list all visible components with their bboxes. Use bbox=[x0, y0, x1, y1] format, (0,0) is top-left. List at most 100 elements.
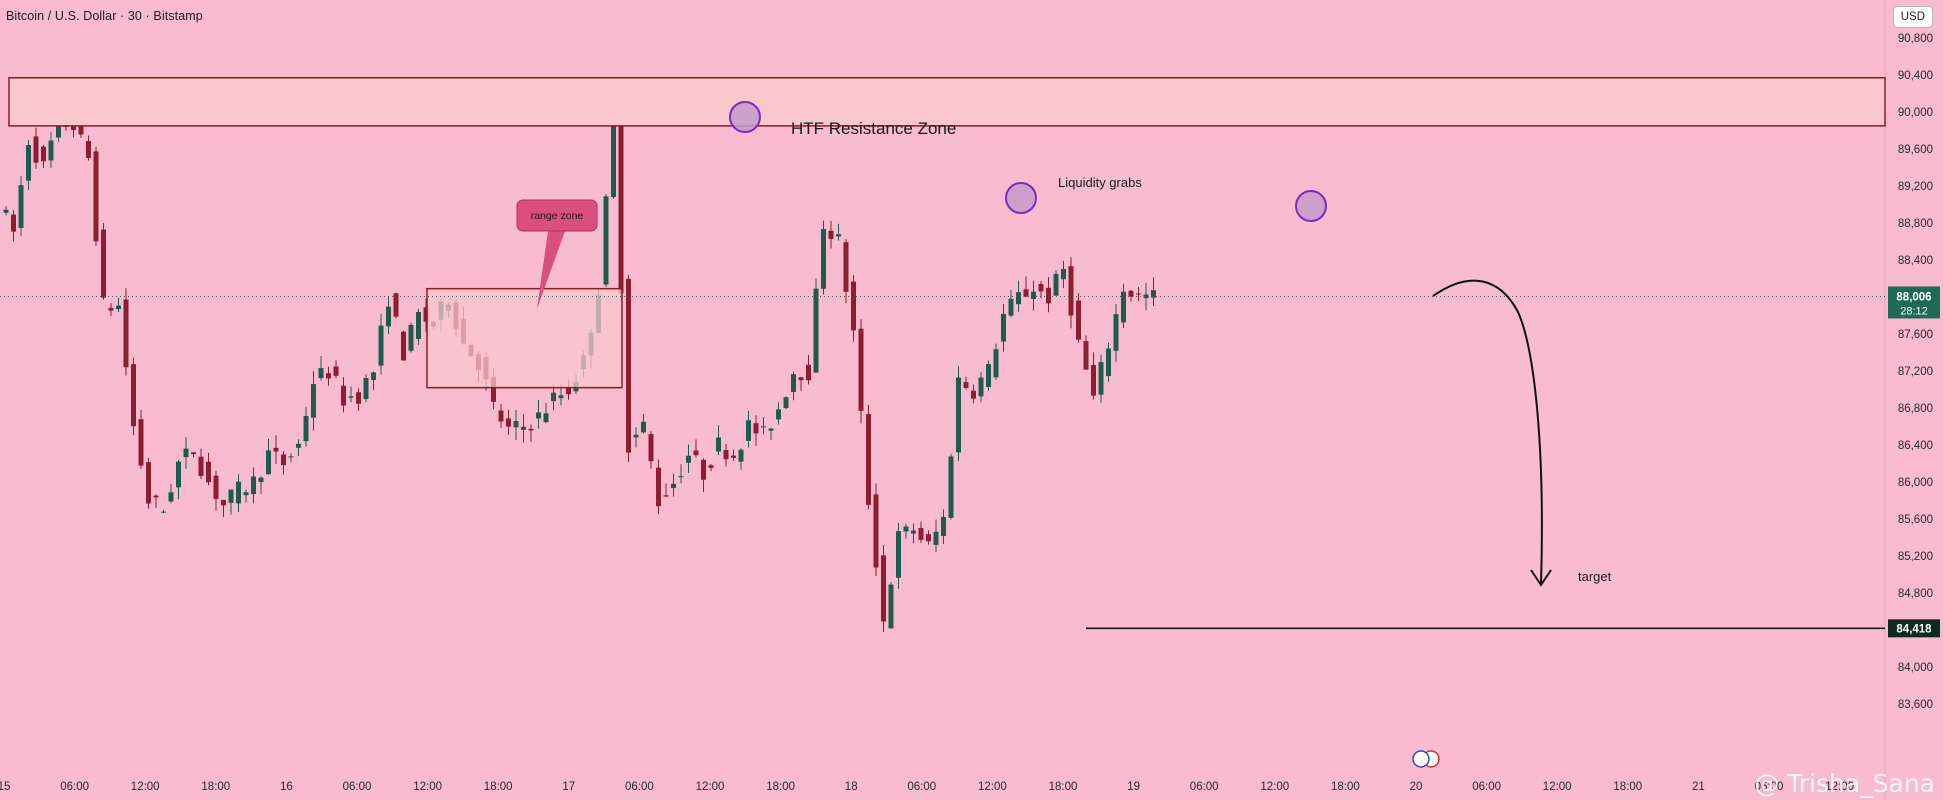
candle-body bbox=[903, 526, 909, 532]
candle-body bbox=[558, 395, 564, 399]
candle-body bbox=[971, 390, 976, 399]
candle-body bbox=[266, 450, 271, 475]
candle-body bbox=[48, 140, 54, 161]
y-tick-label: 88,800 bbox=[1898, 218, 1933, 230]
candle-body bbox=[78, 122, 84, 135]
candle-body bbox=[393, 293, 399, 317]
candle-body bbox=[821, 228, 826, 289]
liquidity-circle bbox=[1005, 182, 1037, 214]
y-tick-label: 85,200 bbox=[1898, 551, 1933, 563]
y-tick-label: 86,400 bbox=[1898, 440, 1933, 452]
x-tick-label: 17 bbox=[562, 781, 575, 793]
x-tick-label: 06:00 bbox=[625, 781, 654, 793]
candle-body bbox=[101, 229, 106, 298]
y-tick-label: 84,800 bbox=[1898, 588, 1933, 600]
candle-body bbox=[273, 447, 279, 452]
candle-body bbox=[86, 141, 91, 159]
candle-body bbox=[873, 494, 879, 568]
candle-body bbox=[521, 426, 526, 430]
resistance-zone bbox=[8, 77, 1886, 127]
candle-body bbox=[626, 278, 631, 453]
candle-body bbox=[303, 415, 309, 442]
candle-body bbox=[1076, 300, 1081, 340]
candle-body bbox=[318, 368, 324, 379]
candle-body bbox=[888, 584, 894, 629]
candle-body bbox=[513, 420, 519, 428]
candle-body bbox=[1008, 298, 1014, 316]
candle-body bbox=[183, 448, 189, 458]
x-tick-label: 06:00 bbox=[1755, 781, 1784, 793]
candle-body bbox=[768, 428, 774, 431]
candle-body bbox=[708, 465, 714, 468]
candle-body bbox=[41, 146, 46, 162]
candle-body bbox=[228, 489, 234, 503]
liquidity-grabs-label: Liquidity grabs bbox=[1058, 175, 1142, 190]
candle-body bbox=[858, 328, 864, 411]
candle-body bbox=[363, 378, 369, 400]
candle-body bbox=[836, 234, 841, 237]
candle-body bbox=[723, 450, 729, 460]
y-tick-label: 85,600 bbox=[1898, 514, 1933, 526]
candle-body bbox=[356, 392, 361, 404]
candle-body bbox=[753, 423, 759, 434]
candle-body bbox=[491, 377, 496, 402]
candle-body bbox=[746, 420, 751, 441]
y-tick-label: 86,000 bbox=[1898, 477, 1933, 489]
x-tick-label: 18:00 bbox=[1049, 781, 1078, 793]
candle-body bbox=[686, 455, 691, 463]
candle-body bbox=[543, 413, 549, 423]
candle-body bbox=[716, 437, 721, 452]
y-tick-label: 90,400 bbox=[1898, 70, 1933, 82]
candle-body bbox=[1046, 287, 1051, 304]
candle-body bbox=[828, 230, 834, 239]
candle-body bbox=[11, 214, 16, 232]
y-tick-label: 86,800 bbox=[1898, 403, 1933, 415]
x-tick-label: 20 bbox=[1410, 781, 1423, 793]
bar-countdown: 28:12 bbox=[1900, 305, 1928, 317]
candle-body bbox=[566, 387, 571, 395]
candle-body bbox=[1106, 348, 1111, 377]
candle-body bbox=[671, 483, 676, 489]
candle-body bbox=[26, 145, 31, 181]
candle-body bbox=[341, 385, 346, 406]
candle-body bbox=[813, 288, 819, 373]
x-tick-label: 12:00 bbox=[1260, 781, 1289, 793]
candle-body bbox=[701, 459, 706, 480]
x-tick-label: 12:00 bbox=[131, 781, 160, 793]
candle-body bbox=[221, 499, 226, 506]
candle-body bbox=[536, 412, 541, 419]
candle-body bbox=[1083, 341, 1089, 370]
currency-button[interactable]: USD bbox=[1892, 6, 1933, 28]
candle-body bbox=[911, 530, 916, 534]
candle-body bbox=[153, 495, 159, 498]
x-tick-label: 19 bbox=[1127, 781, 1140, 793]
candle-body bbox=[116, 305, 121, 310]
x-tick-label: 15 bbox=[0, 781, 10, 793]
candle-body bbox=[1136, 293, 1141, 295]
last-price-value: 88,006 bbox=[1896, 291, 1931, 303]
candle-body bbox=[288, 456, 294, 458]
x-tick-label: 12:00 bbox=[1543, 781, 1572, 793]
liquidity-circle bbox=[729, 101, 761, 133]
candle-body bbox=[3, 209, 9, 213]
candle-body bbox=[866, 414, 871, 505]
candle-body bbox=[243, 492, 249, 496]
x-tick-label: 18:00 bbox=[1613, 781, 1642, 793]
candle-body bbox=[1091, 364, 1096, 396]
candle-body bbox=[281, 454, 286, 466]
x-tick-label: 18:00 bbox=[484, 781, 513, 793]
candle-body bbox=[498, 410, 504, 422]
liquidity-circle bbox=[1295, 190, 1327, 222]
x-tick-label: 06:00 bbox=[343, 781, 372, 793]
candle-body bbox=[333, 366, 339, 376]
candle-body bbox=[311, 384, 316, 418]
candle-body bbox=[123, 299, 129, 368]
x-tick-label: 12:00 bbox=[696, 781, 725, 793]
symbol-title: Bitcoin / U.S. Dollar · 30 · Bitstamp bbox=[6, 9, 203, 23]
x-tick-label: 12:00 bbox=[1825, 781, 1854, 793]
x-tick-label: 18:00 bbox=[766, 781, 795, 793]
candle-body bbox=[108, 307, 114, 311]
range-callout-pointer bbox=[537, 231, 565, 309]
